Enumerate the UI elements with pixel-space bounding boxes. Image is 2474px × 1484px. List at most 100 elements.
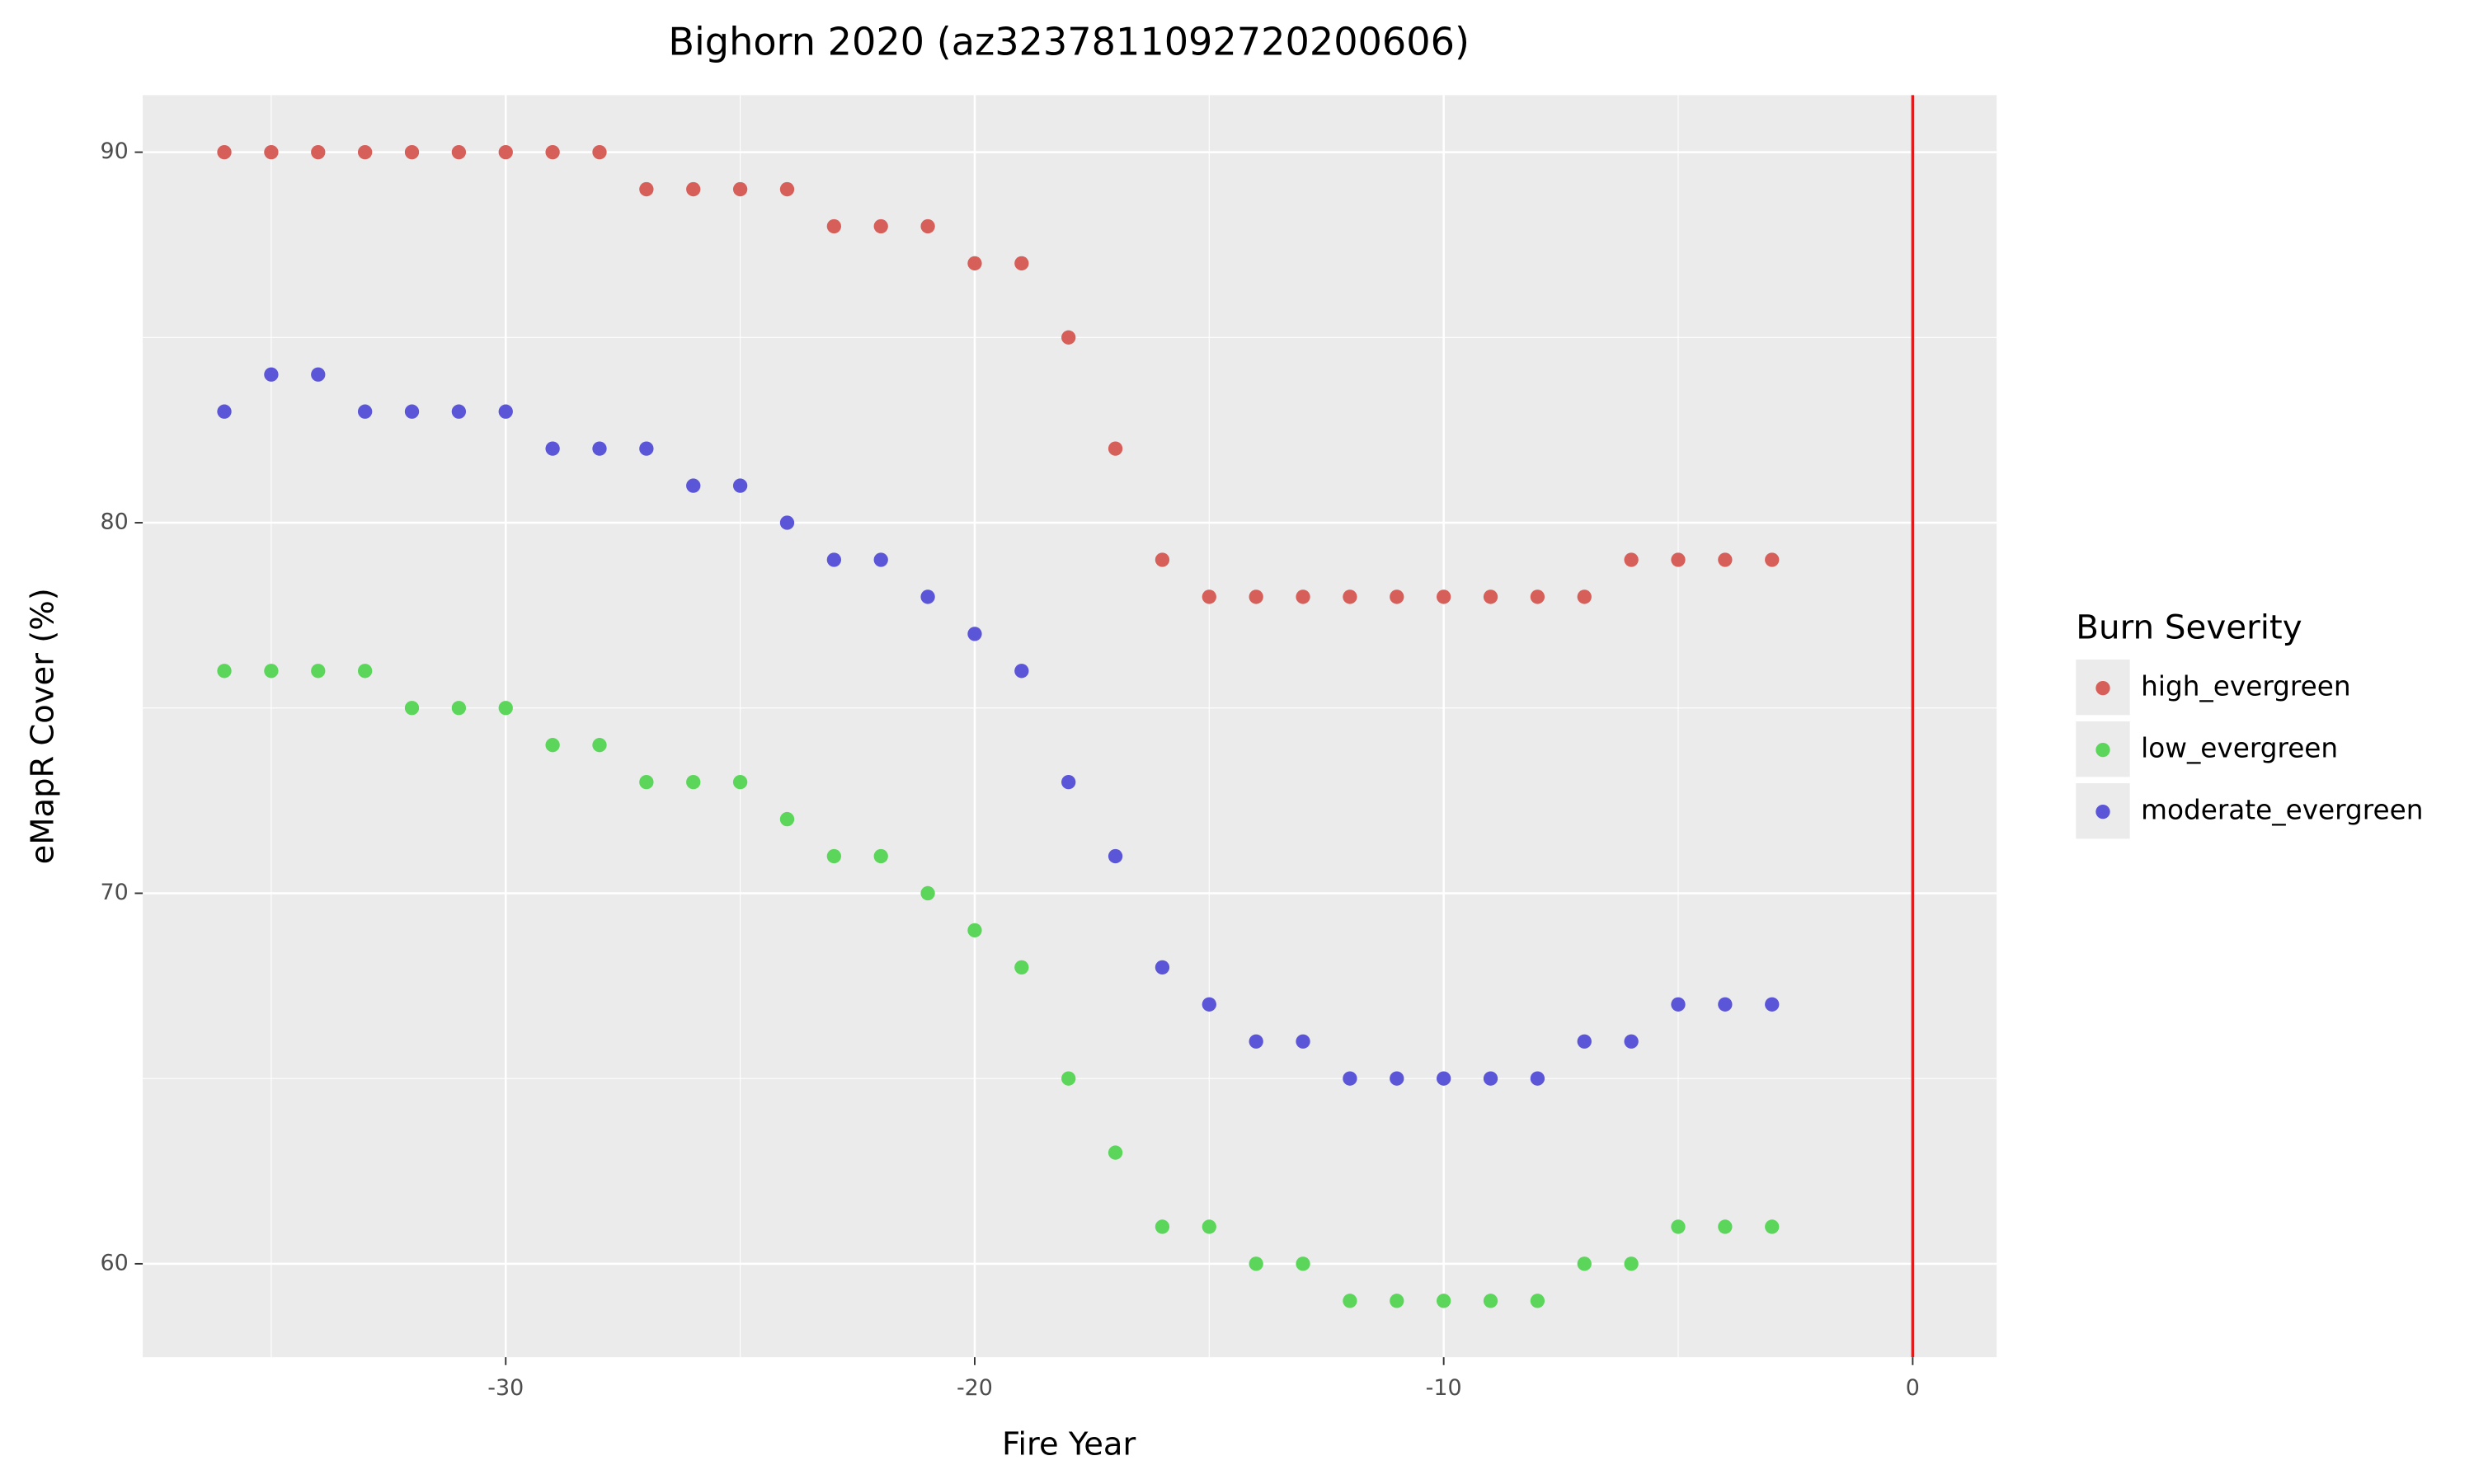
point: [1343, 1294, 1357, 1308]
point: [639, 181, 654, 197]
point: [1061, 1071, 1076, 1086]
point: [1296, 1034, 1310, 1049]
point: [592, 738, 607, 753]
point: [357, 404, 373, 419]
x-tick-label: -20: [957, 1375, 993, 1401]
point: [1624, 552, 1639, 567]
legend-label: moderate_evergreen: [2141, 795, 2423, 826]
point: [1296, 589, 1310, 604]
point: [1108, 441, 1123, 456]
point: [1483, 1071, 1498, 1086]
point: [1765, 1219, 1780, 1234]
point: [1530, 1071, 1545, 1086]
legend-title: Burn Severity: [2076, 608, 2302, 646]
point: [1108, 848, 1123, 864]
legend-marker: [2095, 680, 2110, 696]
point: [826, 848, 841, 864]
point: [686, 478, 701, 493]
point: [264, 144, 279, 160]
y-tick-label: 80: [101, 510, 129, 535]
legend-label: high_evergreen: [2141, 671, 2350, 702]
point: [639, 441, 654, 456]
point: [779, 811, 795, 827]
point: [1437, 589, 1451, 604]
point: [873, 848, 888, 864]
point: [1624, 1256, 1639, 1271]
point: [779, 515, 795, 530]
point: [1061, 330, 1076, 345]
point: [1718, 1219, 1733, 1234]
point: [217, 144, 232, 160]
point: [686, 181, 701, 197]
point: [920, 589, 935, 604]
point: [967, 627, 982, 641]
point: [1577, 1256, 1592, 1271]
point: [779, 181, 795, 197]
point: [217, 404, 232, 419]
point: [873, 552, 888, 567]
point: [686, 774, 701, 790]
point: [826, 218, 841, 234]
point: [1530, 1294, 1545, 1308]
y-axis-label: eMapR Cover (%): [24, 588, 61, 864]
point: [498, 404, 513, 419]
x-tick-label: 0: [1906, 1375, 1920, 1401]
point: [1108, 1145, 1123, 1160]
point: [1390, 1071, 1404, 1086]
legend-marker: [2095, 742, 2110, 758]
point: [545, 441, 560, 456]
point: [1718, 997, 1733, 1012]
point: [1437, 1294, 1451, 1308]
point: [1390, 589, 1404, 604]
point: [732, 774, 748, 790]
point: [732, 181, 748, 197]
point: [451, 701, 467, 716]
point: [1765, 997, 1780, 1012]
point: [967, 256, 982, 271]
point: [1577, 1034, 1592, 1049]
point: [1155, 552, 1170, 567]
point: [1155, 960, 1170, 975]
x-axis-label: Fire Year: [1002, 1425, 1136, 1463]
point: [451, 404, 467, 419]
point: [1249, 1034, 1263, 1049]
point: [1014, 664, 1029, 679]
point: [1765, 552, 1780, 567]
point: [264, 367, 279, 382]
point: [592, 441, 607, 456]
point: [592, 144, 607, 160]
point: [545, 738, 560, 753]
point: [1202, 997, 1216, 1012]
point: [1390, 1294, 1404, 1308]
legend-label: low_evergreen: [2141, 733, 2338, 764]
point: [404, 144, 420, 160]
point: [1249, 589, 1263, 604]
point: [1155, 1219, 1170, 1234]
point: [920, 218, 935, 234]
point: [264, 664, 279, 679]
point: [1343, 589, 1357, 604]
point: [357, 664, 373, 679]
panel: [143, 95, 1997, 1358]
point: [217, 664, 232, 679]
point: [1577, 589, 1592, 604]
point: [311, 367, 326, 382]
point: [451, 144, 467, 160]
point: [404, 404, 420, 419]
point: [1671, 1219, 1686, 1234]
point: [1671, 997, 1686, 1012]
y-tick-label: 70: [101, 880, 129, 905]
point: [1249, 1256, 1263, 1271]
point: [732, 478, 748, 493]
point: [1718, 552, 1733, 567]
y-tick-label: 90: [101, 139, 129, 164]
x-tick-label: -30: [487, 1375, 524, 1401]
y-tick-label: 60: [101, 1250, 129, 1275]
point: [1624, 1034, 1639, 1049]
point: [1483, 589, 1498, 604]
point: [1061, 774, 1076, 790]
point: [545, 144, 560, 160]
point: [498, 701, 513, 716]
point: [1343, 1071, 1357, 1086]
